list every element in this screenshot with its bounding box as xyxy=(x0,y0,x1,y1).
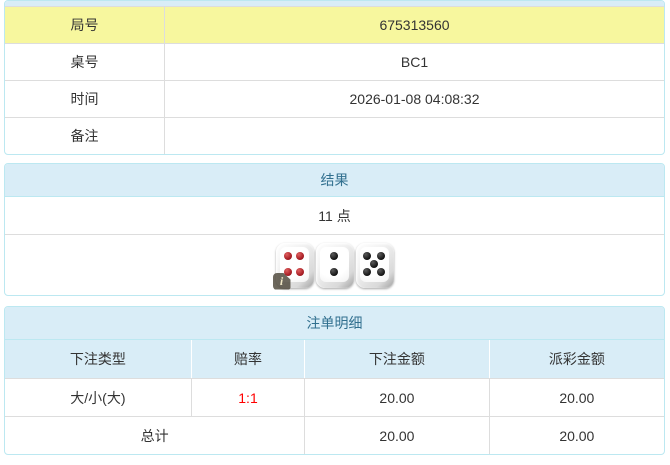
table-id-value: BC1 xyxy=(400,54,429,70)
result-points: 11 点 xyxy=(5,197,664,235)
game-id-label: 局号 xyxy=(5,7,165,43)
bet-table-header: 下注类型 赔率 下注金额 派彩金额 xyxy=(5,340,664,378)
total-row: 总计 20.00 20.00 xyxy=(5,416,664,454)
info-table-top-strip xyxy=(5,1,664,6)
bet-details-panel: 注单明细 下注类型 赔率 下注金额 派彩金额 大/小(大) 1:1 20.00 … xyxy=(4,306,665,455)
result-panel: 结果 11 点 i xyxy=(4,163,665,296)
dice-row: i xyxy=(5,235,664,295)
bet-row: 大/小(大) 1:1 20.00 20.00 xyxy=(5,378,664,416)
result-panel-title: 结果 xyxy=(5,164,664,197)
odds-value: 1:1 xyxy=(190,379,304,416)
col-header-bet-type: 下注类型 xyxy=(69,351,126,367)
table-id-label: 桌号 xyxy=(5,44,165,80)
die-2-icon xyxy=(315,242,354,288)
time-label: 时间 xyxy=(5,81,165,117)
total-bet-amount: 20.00 xyxy=(304,417,489,454)
die-pip xyxy=(363,268,372,277)
info-tooltip-icon[interactable]: i xyxy=(272,272,291,290)
table-row-remark: 备注 xyxy=(5,117,664,154)
die-3-face xyxy=(359,246,389,282)
die-pip xyxy=(283,251,292,260)
die-pip xyxy=(330,268,338,277)
game-id-value: 675313560 xyxy=(165,7,664,43)
col-header-bet-amount: 下注金额 xyxy=(304,340,489,378)
die-pip xyxy=(376,251,385,260)
die-pip xyxy=(376,268,385,277)
bet-details-title: 注单明细 xyxy=(5,307,664,340)
col-header-odds: 赔率 xyxy=(190,340,304,378)
die-pip xyxy=(283,268,292,277)
game-info-table: 局号 675313560 桌号 BC1 时间 2026-01-08 04:08:… xyxy=(4,0,665,155)
die-1-icon: i xyxy=(272,242,314,290)
die-pip xyxy=(296,251,305,260)
bet-type-value: 大/小(大) xyxy=(70,389,126,406)
die-pip xyxy=(370,260,378,268)
col-header-payout: 派彩金额 xyxy=(488,340,664,378)
die-pip xyxy=(296,268,305,277)
die-2-face xyxy=(319,246,349,282)
page: 局号 675313560 桌号 BC1 时间 2026-01-08 04:08:… xyxy=(4,0,665,455)
payout-value: 20.00 xyxy=(488,379,664,416)
total-label: 总计 xyxy=(140,427,169,444)
table-row-time: 时间 2026-01-08 04:08:32 xyxy=(5,80,664,117)
die-pip xyxy=(330,251,338,260)
die-pip xyxy=(363,251,372,260)
time-value: 2026-01-08 04:08:32 xyxy=(349,91,480,107)
table-row-table-id: 桌号 BC1 xyxy=(5,43,664,80)
total-payout: 20.00 xyxy=(488,417,664,454)
table-row-game-id: 局号 675313560 xyxy=(5,6,664,43)
die-3-icon xyxy=(355,242,394,288)
remark-label: 备注 xyxy=(5,118,165,154)
bet-amount-value: 20.00 xyxy=(304,379,489,416)
remark-value xyxy=(165,118,664,154)
